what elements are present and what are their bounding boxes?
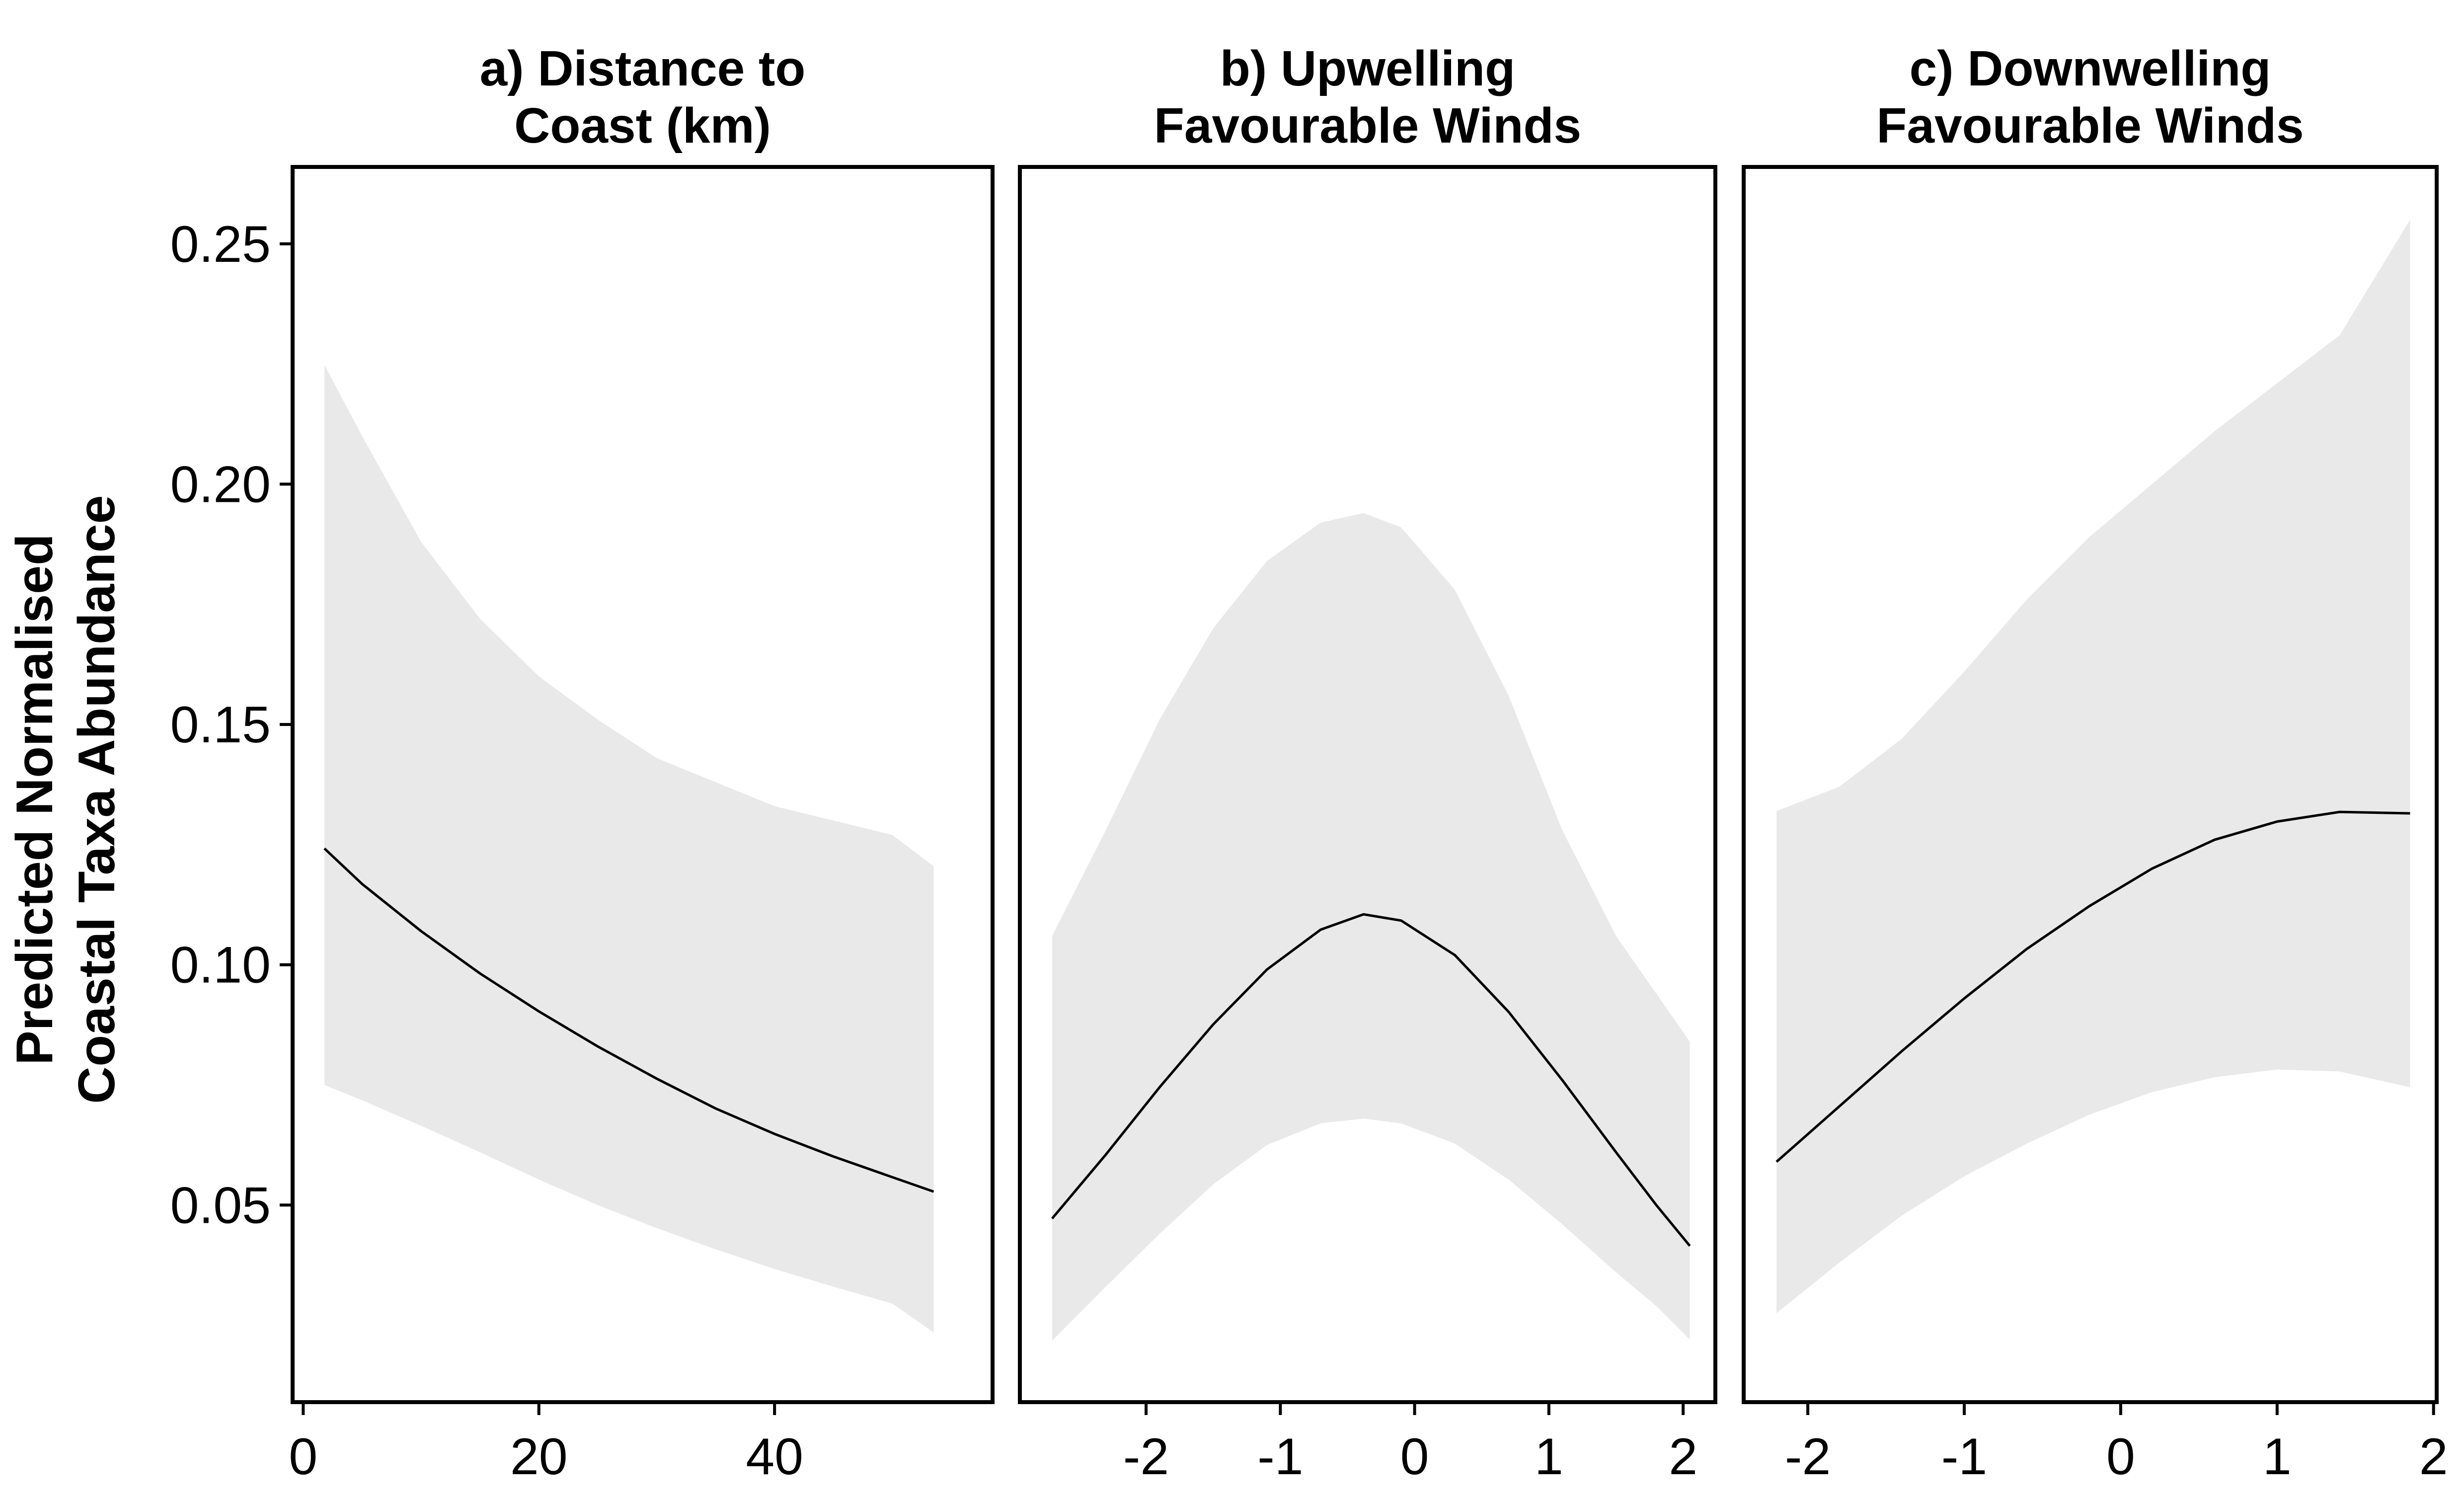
fitted-line xyxy=(1051,913,1691,1247)
x-tick-label: 20 xyxy=(510,1428,568,1486)
y-tick-label: 0.20 xyxy=(170,456,271,513)
panel-title-line: c) Downwelling xyxy=(1910,41,2271,96)
confidence-band xyxy=(1776,220,2410,1314)
x-tick-label: 2 xyxy=(2419,1428,2448,1486)
panel-frame xyxy=(1018,165,1717,1404)
x-tick-label: -2 xyxy=(1785,1428,1831,1486)
x-tick-label: 2 xyxy=(1669,1428,1697,1486)
x-tick-label: 0 xyxy=(1400,1428,1429,1486)
y-tick-label: 0.10 xyxy=(170,937,271,994)
fitted-line xyxy=(323,847,934,1193)
panel-title-line: a) Distance to xyxy=(480,41,806,96)
confidence-band xyxy=(324,365,934,1333)
y-tick-label: 0.05 xyxy=(170,1177,271,1234)
panel-title-line: Favourable Winds xyxy=(1876,98,2304,154)
x-tick-label: -2 xyxy=(1123,1428,1169,1486)
y-tick-label: 0.25 xyxy=(170,216,271,273)
confidence-band xyxy=(1052,513,1690,1341)
x-tick-label: 0 xyxy=(289,1428,317,1486)
panel-frame xyxy=(291,165,995,1404)
x-tick-label: -1 xyxy=(1257,1428,1303,1486)
x-tick-label: 1 xyxy=(1535,1428,1563,1486)
panel-title-line: Coast (km) xyxy=(514,98,771,154)
y-axis-label: Predicted Normalised Coastal Taxa Abundan… xyxy=(6,495,126,1104)
y-axis: 0.05 0.10 0.15 0.20 0.25 xyxy=(170,216,293,1234)
panel-title-line: b) Upwelling xyxy=(1220,41,1515,96)
fitted-line xyxy=(1775,810,2410,1163)
y-tick-label: 0.15 xyxy=(170,696,271,754)
x-tick-label: 40 xyxy=(746,1428,803,1486)
y-axis-label-line: Coastal Taxa Abundance xyxy=(68,495,126,1104)
x-tick-label: 0 xyxy=(2106,1428,2135,1486)
x-tick-label: -1 xyxy=(1941,1428,1987,1486)
y-axis-label-line: Predicted Normalised xyxy=(6,534,64,1065)
panel-frame xyxy=(1742,165,2439,1404)
x-tick-label: 1 xyxy=(2263,1428,2292,1486)
panel-title-line: Favourable Winds xyxy=(1154,98,1581,154)
